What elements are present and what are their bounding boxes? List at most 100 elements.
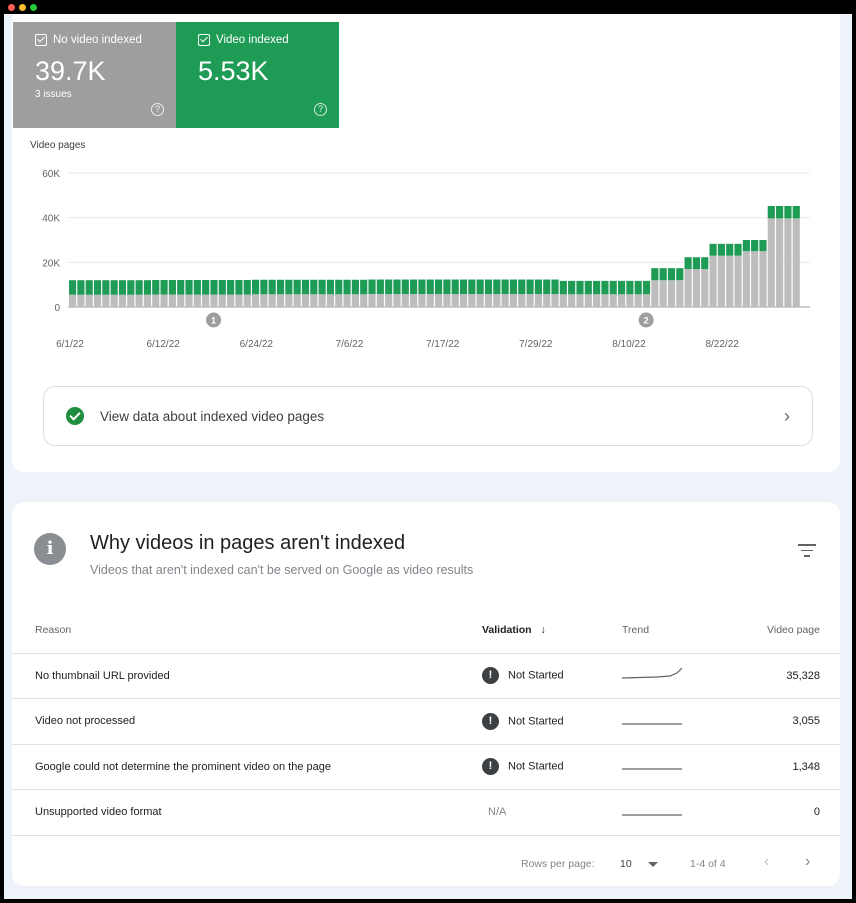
- bar-indexed: [276, 279, 285, 295]
- chevron-left-icon[interactable]: ‹: [764, 853, 770, 870]
- table-row[interactable]: Google could not determine the prominent…: [12, 744, 840, 790]
- dropdown-caret-icon[interactable]: [648, 862, 658, 867]
- video-indexed-tile[interactable]: Video indexed 5.53K ?: [176, 22, 339, 128]
- bar-not-indexed: [534, 294, 542, 307]
- bar-not-indexed: [435, 294, 443, 307]
- bar-indexed: [343, 279, 351, 295]
- bar-indexed: [751, 240, 759, 252]
- bar-indexed: [210, 279, 218, 295]
- chevron-right-icon[interactable]: ›: [805, 853, 811, 870]
- alert-icon: !: [482, 712, 499, 730]
- help-icon[interactable]: ?: [314, 103, 327, 116]
- bar-indexed: [368, 279, 376, 295]
- bar-indexed: [293, 279, 301, 295]
- checkbox-icon[interactable]: [35, 34, 47, 46]
- x-tick-label: 8/22/22: [705, 339, 739, 350]
- tile-label: No video indexed: [53, 34, 142, 46]
- bar-indexed: [127, 280, 135, 295]
- alert-icon: !: [482, 667, 499, 685]
- row-reason: No thumbnail URL provided: [12, 653, 482, 699]
- bar-not-indexed: [468, 294, 476, 307]
- close-dot[interactable]: [8, 4, 15, 11]
- table-row[interactable]: Video not processed ! Not Started 3,055: [12, 698, 840, 745]
- bar-not-indexed: [102, 294, 110, 307]
- bar-not-indexed: [177, 294, 185, 307]
- no-video-indexed-tile[interactable]: No video indexed 39.7K 3 issues ?: [13, 22, 176, 128]
- row-validation: Not Started: [508, 715, 564, 728]
- bar-not-indexed: [634, 294, 642, 307]
- bar-not-indexed: [260, 294, 268, 307]
- bar-not-indexed: [659, 280, 667, 307]
- bar-not-indexed: [69, 294, 77, 307]
- header-reason[interactable]: Reason: [12, 607, 482, 654]
- row-validation: Not Started: [508, 760, 564, 773]
- y-tick-label: 60K: [42, 169, 60, 180]
- bar-not-indexed: [701, 269, 709, 307]
- bar-indexed: [93, 280, 102, 295]
- bar-not-indexed: [343, 294, 351, 307]
- bar-indexed: [118, 280, 127, 295]
- bar-indexed: [135, 280, 143, 295]
- bar-not-indexed: [576, 294, 584, 307]
- bar-not-indexed: [301, 294, 310, 307]
- bar-not-indexed: [393, 294, 401, 307]
- bar-indexed: [767, 205, 775, 219]
- header-video-page[interactable]: Video page: [747, 607, 840, 654]
- tile-label: Video indexed: [216, 34, 289, 46]
- x-tick-label: 6/1/22: [56, 339, 84, 350]
- table-row[interactable]: No thumbnail URL provided ! Not Started 3…: [12, 653, 840, 699]
- help-icon[interactable]: ?: [151, 103, 164, 116]
- table-row[interactable]: Unsupported video format N/A 0: [12, 789, 840, 836]
- bar-indexed: [784, 205, 792, 219]
- bar-indexed: [185, 279, 193, 295]
- bar-not-indexed: [285, 294, 293, 307]
- bar-indexed: [776, 205, 784, 219]
- bar-indexed: [418, 279, 426, 295]
- checkbox-icon[interactable]: [198, 34, 210, 46]
- bar-indexed: [285, 279, 293, 295]
- x-tick-label: 7/29/22: [519, 339, 553, 350]
- bar-not-indexed: [185, 294, 193, 307]
- bar-indexed: [69, 280, 77, 295]
- view-indexed-data-link[interactable]: View data about indexed video pages ›: [43, 386, 813, 446]
- info-icon: i: [34, 533, 66, 565]
- check-circle-icon: [66, 407, 84, 425]
- row-video-pages: 35,328: [747, 653, 840, 699]
- bar-not-indexed: [751, 251, 759, 307]
- annotation-label: 1: [211, 316, 216, 326]
- bar-indexed: [351, 279, 359, 295]
- alert-icon: !: [482, 758, 499, 776]
- bar-indexed: [459, 279, 468, 295]
- bar-not-indexed: [484, 294, 493, 307]
- x-tick-label: 7/17/22: [426, 339, 460, 350]
- row-reason: Unsupported video format: [12, 789, 482, 836]
- bar-indexed: [742, 240, 750, 252]
- bar-indexed: [493, 279, 501, 295]
- header-validation[interactable]: Validation ↓: [482, 607, 622, 654]
- bar-indexed: [634, 280, 642, 295]
- row-video-pages: 1,348: [747, 744, 840, 790]
- trend-sparkline: [622, 723, 682, 725]
- bar-not-indexed: [717, 255, 725, 307]
- bar-not-indexed: [518, 294, 526, 307]
- bar-not-indexed: [501, 294, 509, 307]
- bar-not-indexed: [418, 294, 426, 307]
- bar-indexed: [335, 279, 343, 295]
- rows-per-page-select[interactable]: 10: [620, 858, 632, 870]
- filter-icon[interactable]: [798, 544, 816, 561]
- annotation-marker: [638, 312, 654, 328]
- bar-indexed: [268, 279, 276, 295]
- bar-indexed: [759, 240, 767, 252]
- row-video-pages: 3,055: [747, 698, 840, 745]
- bar-indexed: [385, 279, 393, 295]
- bar-not-indexed: [543, 294, 551, 307]
- bar-not-indexed: [742, 251, 750, 307]
- header-validation-label: Validation: [482, 623, 532, 636]
- bar-not-indexed: [77, 294, 85, 307]
- minimize-dot[interactable]: [19, 4, 26, 11]
- header-trend[interactable]: Trend: [622, 607, 747, 654]
- maximize-dot[interactable]: [30, 4, 37, 11]
- bar-not-indexed: [127, 294, 135, 307]
- bar-not-indexed: [609, 294, 617, 307]
- bar-not-indexed: [360, 294, 368, 307]
